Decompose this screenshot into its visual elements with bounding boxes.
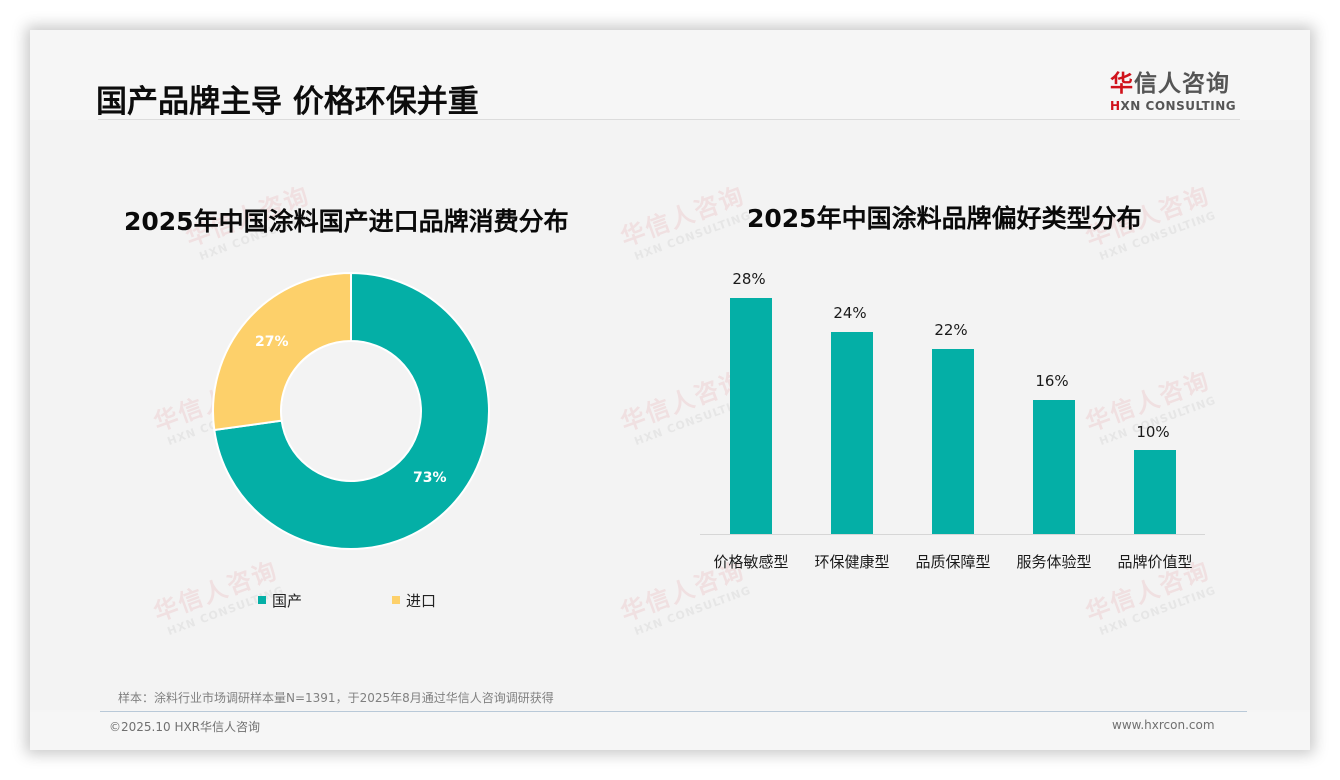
logo-cn: 华信人咨询	[1110, 71, 1230, 97]
bar-value: 24%	[833, 304, 867, 322]
x-axis-line	[700, 534, 1205, 535]
legend-swatch-yellow	[392, 596, 400, 604]
bar-service-experience	[1033, 400, 1075, 534]
header	[30, 30, 1310, 120]
footer-divider	[100, 711, 1247, 712]
bar-value: 16%	[1035, 372, 1069, 390]
bar-category-label: 品质保障型	[915, 553, 991, 571]
sample-footnote: 样本：涂料行业市场调研样本量N=1391，于2025年8月通过华信人咨询调研获得	[118, 691, 554, 705]
website-link[interactable]: www.hxrcon.com	[1112, 718, 1215, 732]
brand-logo: 华信人咨询 HXN CONSULTING	[1110, 64, 1242, 113]
legend-item-import: 进口	[392, 590, 436, 611]
logo-en: HXN CONSULTING	[1110, 99, 1237, 113]
title-divider	[98, 119, 1240, 120]
legend-swatch-teal	[258, 596, 266, 604]
donut-chart: 73% 27%	[211, 271, 491, 551]
bar-value: 22%	[934, 321, 968, 339]
donut-label-domestic: 73%	[413, 470, 447, 486]
donut-label-import: 27%	[255, 334, 289, 350]
donut-chart-title: 2025年中国涂料国产进口品牌消费分布	[124, 207, 569, 236]
bar-chart: 28% 价格敏感型 24% 环保健康型 22% 品质保障型 16% 服务体验型 …	[700, 270, 1210, 580]
bar-category-label: 服务体验型	[1016, 553, 1092, 571]
donut-chart-svg	[211, 271, 490, 550]
donut-slice-import	[211, 271, 352, 432]
bar-value: 10%	[1136, 423, 1170, 441]
bar-eco-health	[831, 332, 873, 534]
bar-category-label: 品牌价值型	[1117, 553, 1193, 571]
bar-category-label: 环保健康型	[814, 553, 890, 571]
bar-brand-value	[1134, 450, 1176, 534]
bar-chart-title: 2025年中国涂料品牌偏好类型分布	[747, 204, 1142, 233]
bar-price-sensitive	[730, 298, 772, 534]
donut-slice-domestic	[213, 271, 490, 550]
bar-quality-assurance	[932, 349, 974, 534]
footer	[30, 712, 1310, 750]
page-title: 国产品牌主导 价格环保并重	[96, 84, 479, 120]
bar-category-label: 价格敏感型	[713, 553, 789, 571]
copyright-text: ©2025.10 HXR华信人咨询	[109, 720, 261, 734]
legend-item-domestic: 国产	[258, 590, 302, 611]
bar-value: 28%	[732, 270, 766, 288]
